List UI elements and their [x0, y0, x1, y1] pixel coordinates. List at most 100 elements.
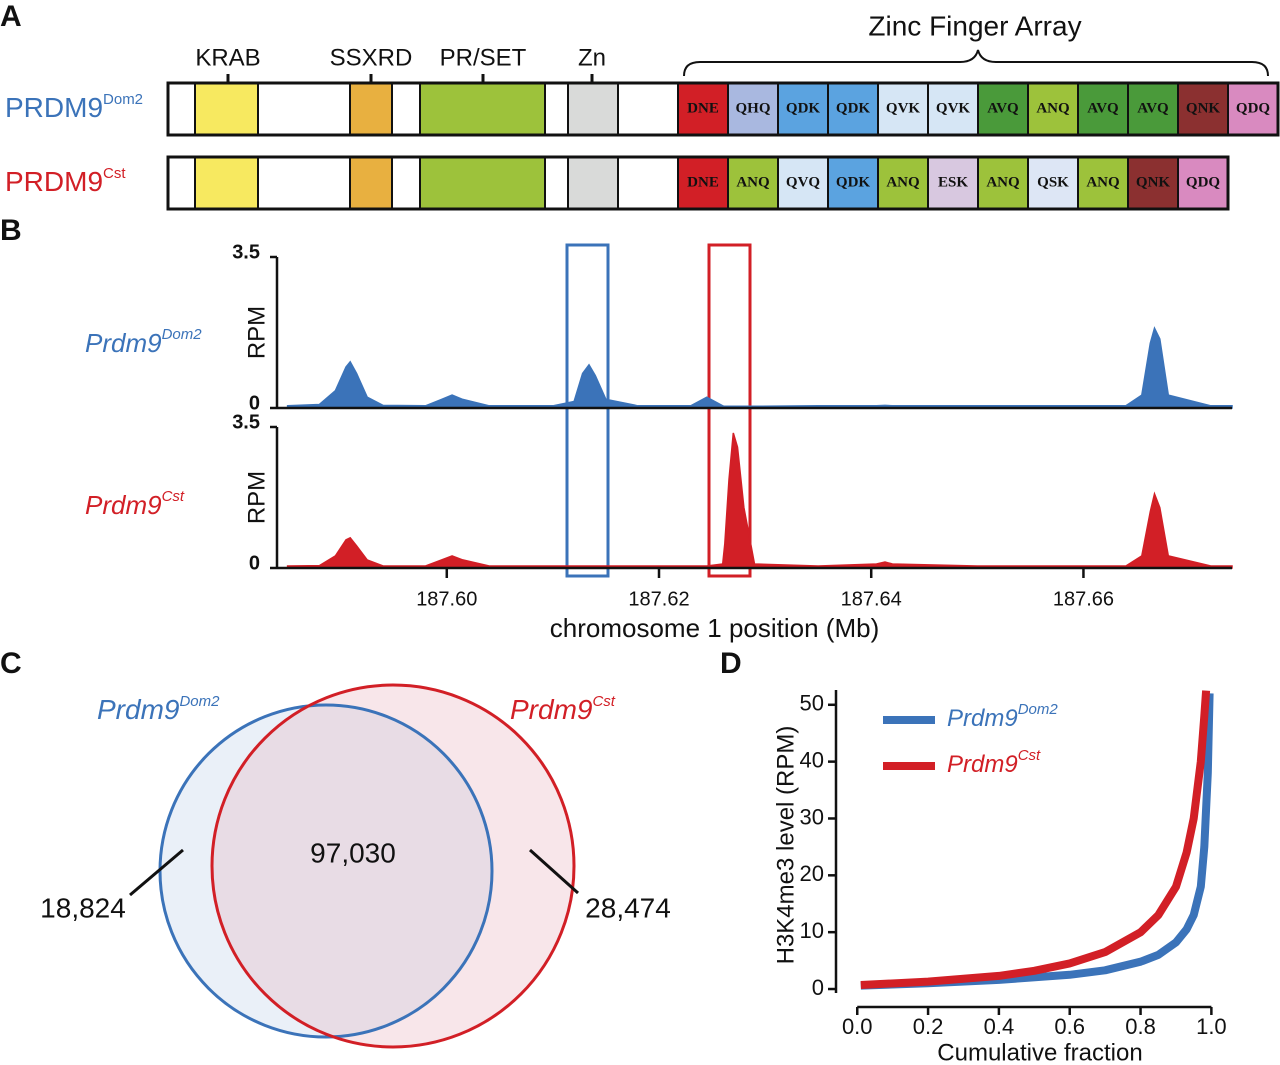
x-tick-label: 187.64	[841, 588, 902, 610]
protein-name: PRDM9Dom2	[5, 91, 143, 123]
panel-label: A	[0, 0, 22, 33]
domain	[419, 156, 546, 210]
name: Prdm9	[510, 694, 592, 725]
superscript: Dom2	[179, 693, 220, 710]
x-tick-label: 0.2	[913, 1014, 944, 1039]
domain	[349, 82, 393, 136]
domain	[419, 82, 546, 136]
leader-line	[129, 848, 184, 897]
signal-area	[286, 326, 1233, 409]
zinc-finger-label: QHQ	[735, 100, 770, 116]
y-tick-label: 40	[800, 747, 824, 772]
domain	[391, 156, 421, 210]
superscript: Dom2	[103, 91, 143, 108]
protein-name: PRDM9Cst	[5, 165, 126, 197]
zinc-finger-label: QSK	[1037, 174, 1069, 190]
superscript: Dom2	[1018, 701, 1059, 718]
domain-label: SSXRD	[330, 44, 413, 71]
name: PRDM9	[5, 166, 103, 197]
zinc-finger-label: DNE	[687, 174, 719, 190]
protein-outline	[166, 155, 1230, 211]
venn-count: 97,030	[310, 837, 396, 868]
zinc-finger-label: QDK	[786, 100, 821, 116]
zinc-finger-label: QNK	[1136, 174, 1171, 190]
domain	[194, 82, 259, 136]
y-axis-label: RPM	[243, 306, 270, 359]
panel-label: D	[720, 647, 742, 680]
zinc-finger-label: AVQ	[987, 100, 1019, 116]
domain	[391, 82, 421, 136]
zinc-finger-label: Zinc Finger Array	[868, 10, 1081, 41]
y-axis-label: H3K4me3 level (RPM)	[772, 726, 799, 965]
domain-label: PR/SET	[440, 44, 527, 71]
legend-label: Prdm9Cst	[947, 747, 1041, 778]
superscript: Cst	[1018, 747, 1041, 764]
domain-label: KRAB	[195, 44, 260, 71]
y-tick-label: 0	[249, 392, 260, 414]
y-tick-label: 3.5	[232, 241, 260, 263]
zinc-finger-label: ESK	[938, 174, 968, 190]
x-tick-label: 0.4	[984, 1014, 1015, 1039]
highlight-box	[707, 243, 752, 578]
zinc-finger	[827, 156, 879, 210]
signal-area	[286, 432, 1233, 569]
domain	[544, 156, 569, 210]
name: PRDM9	[5, 92, 103, 123]
domain	[567, 82, 619, 136]
panel-label: B	[0, 214, 22, 247]
zinc-finger	[677, 82, 729, 136]
track-name: Prdm9Dom2	[85, 326, 202, 358]
domain	[194, 156, 259, 210]
x-tick-label: 0.6	[1054, 1014, 1085, 1039]
zinc-finger-label: QVK	[886, 100, 921, 116]
name: Prdm9	[97, 694, 179, 725]
domain-label: Zn	[578, 44, 606, 71]
x-tick-label: 187.66	[1053, 588, 1114, 610]
domain	[167, 82, 196, 136]
zinc-finger-label: AVQ	[1137, 100, 1169, 116]
track-name: Prdm9Cst	[85, 488, 185, 520]
legend-label: Prdm9Dom2	[947, 701, 1058, 732]
zinc-finger	[777, 156, 829, 210]
y-tick-label: 0	[249, 552, 260, 574]
zinc-finger	[1227, 82, 1279, 136]
x-axis-label: chromosome 1 position (Mb)	[550, 613, 879, 643]
highlight-box	[565, 243, 610, 578]
name: Prdm9	[947, 705, 1018, 732]
set-label: Prdm9Cst	[510, 693, 616, 725]
x-tick-label: 1.0	[1196, 1014, 1227, 1039]
name: Prdm9	[85, 490, 162, 520]
x-tick-label: 0.8	[1125, 1014, 1156, 1039]
leader-line	[528, 848, 580, 895]
superscript: Cst	[103, 165, 126, 182]
y-tick-label: 0	[812, 975, 824, 1000]
name: Prdm9	[85, 328, 162, 358]
domain	[257, 156, 351, 210]
set-label: Prdm9Dom2	[97, 693, 220, 725]
domain	[617, 82, 679, 136]
y-tick-label: 3.5	[232, 411, 260, 433]
zinc-finger-label: QDQ	[1186, 174, 1221, 190]
zinc-finger-label: QVK	[936, 100, 971, 116]
zinc-finger-label: ANQ	[886, 174, 920, 190]
panel-label: C	[0, 647, 22, 680]
zinc-finger	[1177, 82, 1229, 136]
x-tick-label: 187.62	[628, 588, 689, 610]
domain	[544, 82, 569, 136]
superscript: Cst	[162, 488, 185, 505]
zinc-finger-label: QDQ	[1236, 100, 1271, 116]
domain	[167, 156, 196, 210]
domain	[349, 156, 393, 210]
y-tick-label: 20	[800, 861, 824, 886]
domain	[617, 156, 679, 210]
zinc-finger-label: ANQ	[736, 174, 770, 190]
venn-count: 18,824	[40, 892, 126, 923]
zinc-finger-label: QDK	[836, 100, 871, 116]
protein-outline	[166, 81, 1280, 137]
domain	[257, 82, 351, 136]
y-tick-label: 30	[800, 804, 824, 829]
zinc-finger-label: QVQ	[786, 174, 821, 190]
zinc-finger-label: AVQ	[1087, 100, 1119, 116]
venn-circle	[210, 683, 576, 1049]
zinc-finger-label: DNE	[687, 100, 719, 116]
